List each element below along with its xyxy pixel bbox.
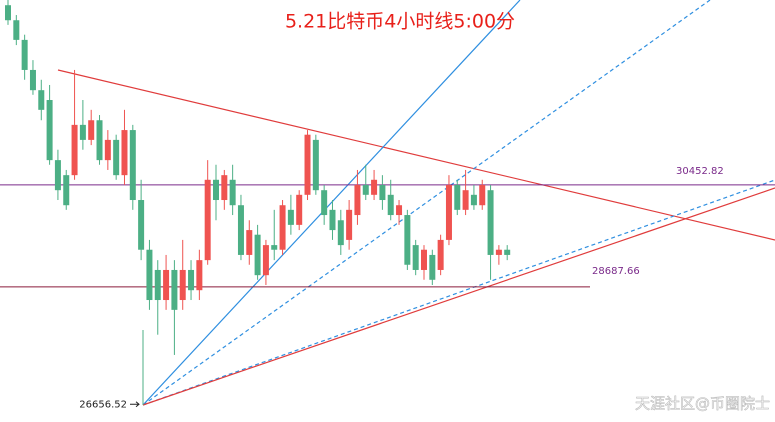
candle-body bbox=[13, 20, 20, 40]
candle-body bbox=[487, 190, 494, 255]
candle-body bbox=[163, 269, 170, 301]
candle-body bbox=[213, 179, 219, 201]
candle-body bbox=[346, 209, 353, 240]
trend-line bbox=[142, 0, 521, 406]
chart-title: 5.21比特币4小时线5:00分 bbox=[285, 11, 515, 33]
candle-body bbox=[146, 249, 153, 301]
level-label: 26656.52 bbox=[79, 399, 127, 410]
candle-body bbox=[371, 179, 378, 195]
trend-line bbox=[142, 187, 775, 406]
level-label: 30452.82 bbox=[676, 166, 724, 177]
candle-body bbox=[454, 184, 461, 210]
candle-body bbox=[54, 160, 61, 191]
candle-body bbox=[129, 130, 136, 201]
candle-body bbox=[246, 230, 253, 255]
candle-body bbox=[396, 205, 403, 216]
candle-body bbox=[495, 249, 502, 255]
candle-body bbox=[63, 175, 70, 206]
candle-body bbox=[504, 249, 511, 255]
candle-body bbox=[470, 194, 477, 206]
candle-body bbox=[412, 245, 419, 270]
candle-body bbox=[421, 249, 427, 270]
candle-body bbox=[46, 100, 53, 161]
candle-body bbox=[229, 179, 236, 206]
candle-body bbox=[96, 120, 103, 161]
watermark: 天涯社区@币圈院士 bbox=[635, 395, 770, 413]
candle-body bbox=[312, 139, 319, 191]
trend-lines bbox=[57, 0, 775, 406]
candle-body bbox=[445, 184, 452, 240]
candle-body bbox=[321, 190, 328, 216]
candle-body bbox=[462, 190, 469, 210]
candle-body bbox=[296, 194, 303, 225]
candle-body bbox=[121, 130, 128, 176]
candle-body bbox=[204, 179, 211, 261]
candle-body bbox=[437, 239, 444, 270]
candle-body bbox=[104, 139, 111, 161]
candle-body bbox=[221, 175, 228, 201]
candle-body bbox=[362, 184, 369, 195]
candle-body bbox=[171, 269, 178, 310]
candle-body bbox=[404, 215, 411, 265]
candle-body bbox=[279, 205, 286, 250]
candle-body bbox=[188, 269, 195, 291]
candle-body bbox=[21, 39, 28, 70]
candle-body bbox=[138, 200, 145, 250]
candle-body bbox=[88, 120, 95, 140]
candle-body bbox=[79, 124, 86, 140]
level-arrow bbox=[130, 401, 140, 408]
candle-body bbox=[38, 90, 45, 110]
candle-body bbox=[387, 194, 394, 216]
candle-body bbox=[179, 269, 186, 301]
candle-body bbox=[254, 234, 261, 276]
trend-line bbox=[57, 69, 775, 241]
candle-body bbox=[287, 209, 294, 225]
candle-body bbox=[429, 254, 436, 280]
candle-body bbox=[29, 69, 36, 91]
candle-body bbox=[304, 134, 311, 195]
candle-body bbox=[196, 260, 203, 291]
candle-body bbox=[271, 245, 278, 250]
candle-body bbox=[379, 184, 386, 201]
candle-body bbox=[262, 245, 269, 276]
candle-body bbox=[237, 205, 244, 255]
level-label: 28687.66 bbox=[592, 266, 640, 277]
candle-body bbox=[354, 184, 361, 216]
candle-body bbox=[329, 209, 336, 231]
candle-body bbox=[71, 124, 78, 176]
candle-body bbox=[113, 139, 120, 176]
candle-body bbox=[5, 5, 11, 21]
candle-body bbox=[479, 184, 486, 206]
candle-body bbox=[154, 269, 161, 301]
candle-body bbox=[337, 220, 344, 246]
